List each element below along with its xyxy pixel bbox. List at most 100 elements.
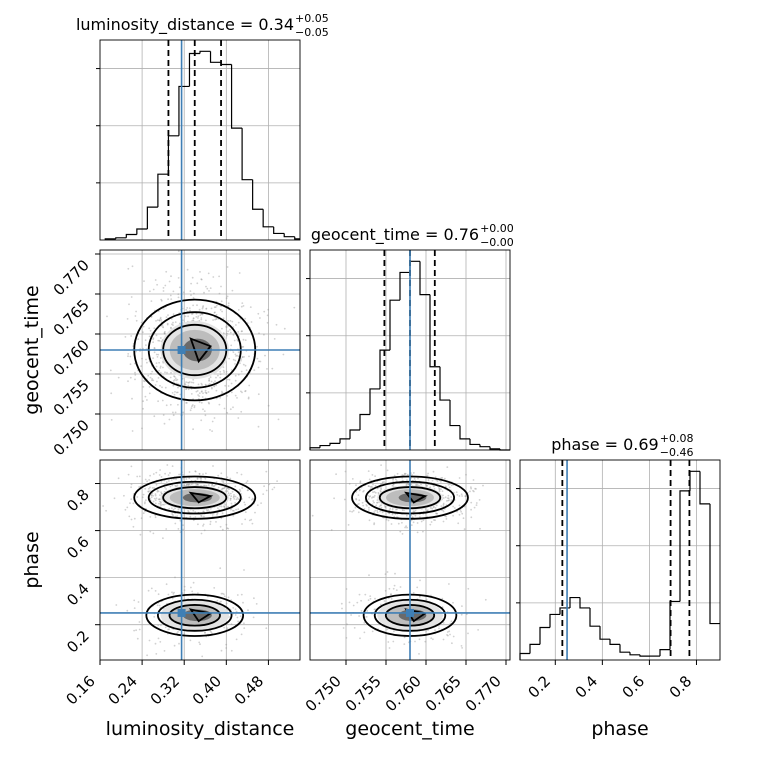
sample-point bbox=[450, 499, 453, 501]
sample-point bbox=[372, 491, 374, 494]
sample-point bbox=[359, 637, 361, 640]
sample-point bbox=[201, 384, 203, 386]
sample-point bbox=[226, 527, 229, 529]
sample-point bbox=[444, 496, 447, 499]
sample-point bbox=[425, 630, 428, 632]
sample-point bbox=[473, 506, 476, 509]
sample-point bbox=[146, 361, 148, 364]
sample-point bbox=[232, 334, 235, 336]
sample-point bbox=[229, 408, 232, 411]
sample-point bbox=[447, 483, 450, 486]
sample-point bbox=[165, 528, 168, 530]
sample-point bbox=[169, 294, 172, 297]
sample-point bbox=[403, 473, 406, 475]
sample-point bbox=[170, 298, 173, 300]
sample-point bbox=[200, 278, 203, 280]
sample-point bbox=[358, 503, 360, 505]
sample-point bbox=[395, 508, 397, 511]
sample-point bbox=[162, 537, 164, 540]
sample-point bbox=[276, 480, 278, 482]
y-axis-label: geocent_time bbox=[21, 285, 43, 414]
sample-point bbox=[452, 601, 454, 604]
sample-point bbox=[201, 390, 203, 392]
sample-point bbox=[208, 402, 211, 405]
histogram-bin bbox=[489, 446, 500, 450]
sample-point bbox=[196, 483, 199, 485]
sample-point bbox=[380, 603, 382, 606]
sample-point bbox=[448, 630, 451, 633]
sample-point bbox=[208, 383, 211, 385]
sample-point bbox=[247, 609, 249, 612]
x-tick-label: 0.2 bbox=[525, 672, 555, 702]
sample-point bbox=[176, 378, 179, 381]
sample-point bbox=[392, 478, 394, 481]
sample-point bbox=[241, 356, 244, 358]
sample-point bbox=[440, 505, 443, 507]
sample-point bbox=[187, 510, 190, 512]
sample-point bbox=[429, 486, 432, 489]
sample-point bbox=[174, 522, 177, 525]
sample-point bbox=[221, 390, 223, 393]
sample-point bbox=[399, 530, 402, 533]
sample-point bbox=[406, 473, 409, 476]
sample-point bbox=[263, 310, 266, 313]
sample-point bbox=[203, 515, 205, 518]
sample-point bbox=[373, 522, 376, 524]
title-lower-error: −0.46 bbox=[660, 446, 694, 459]
sample-point bbox=[159, 498, 161, 501]
sample-point bbox=[172, 321, 174, 324]
sample-point bbox=[411, 474, 413, 476]
sample-point bbox=[218, 601, 221, 604]
sample-point bbox=[412, 592, 415, 594]
sample-point bbox=[235, 508, 238, 511]
sample-point bbox=[371, 630, 374, 633]
sample-point bbox=[172, 380, 175, 382]
sample-point bbox=[184, 383, 187, 385]
sample-point bbox=[426, 484, 428, 487]
sample-point bbox=[475, 502, 478, 504]
sample-point bbox=[215, 376, 217, 379]
sample-point bbox=[414, 640, 416, 643]
sample-point bbox=[433, 488, 436, 490]
sample-point bbox=[413, 477, 416, 480]
sample-point bbox=[268, 483, 271, 486]
sample-point bbox=[251, 497, 254, 500]
sample-point bbox=[149, 516, 152, 518]
y-tick-label: 0.2 bbox=[63, 627, 93, 657]
x-tick-label: 0.32 bbox=[147, 672, 183, 708]
histogram-bin bbox=[629, 652, 640, 656]
density-contour bbox=[162, 486, 228, 510]
sample-point bbox=[200, 390, 203, 393]
sample-point bbox=[259, 317, 261, 319]
sample-point bbox=[220, 300, 223, 303]
sample-point bbox=[208, 380, 211, 382]
sample-point bbox=[154, 590, 157, 592]
sample-point bbox=[381, 481, 384, 484]
density-contour bbox=[145, 593, 245, 637]
sample-point bbox=[146, 480, 149, 483]
sample-point bbox=[455, 491, 458, 494]
sample-point bbox=[241, 346, 244, 348]
sample-point bbox=[343, 498, 346, 501]
sample-point bbox=[110, 392, 113, 395]
sample-point bbox=[470, 486, 472, 489]
sample-point bbox=[159, 365, 162, 368]
sample-point bbox=[405, 483, 408, 486]
sample-point bbox=[160, 504, 162, 507]
sample-point bbox=[242, 345, 245, 348]
x-tick-label: 0.48 bbox=[231, 672, 267, 708]
sample-point bbox=[171, 392, 174, 394]
sample-point bbox=[445, 518, 448, 520]
sample-point bbox=[193, 406, 196, 409]
sample-point bbox=[239, 615, 242, 618]
sample-point bbox=[345, 588, 348, 590]
sample-point bbox=[426, 509, 429, 512]
sample-point bbox=[458, 504, 461, 507]
sample-point bbox=[177, 528, 180, 530]
sample-point bbox=[166, 371, 168, 374]
sample-point bbox=[364, 593, 367, 596]
sample-point bbox=[368, 478, 371, 481]
sample-point bbox=[161, 324, 164, 326]
sample-point bbox=[446, 466, 449, 468]
sample-point bbox=[165, 481, 168, 484]
